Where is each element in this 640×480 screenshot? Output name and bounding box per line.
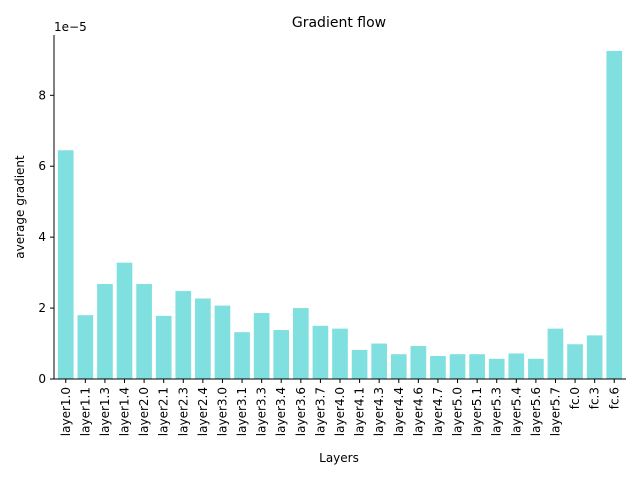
bar-layer3.0 (214, 305, 231, 379)
x-ticks-group: layer1.0 layer1.1 layer1.3 layer1.4 layer2.0… (59, 379, 621, 436)
x-tick-label: layer5.0 (451, 387, 465, 436)
y-axis-label: average gradient (13, 155, 27, 259)
y-ticks-group: 0 2 4 6 8 (38, 88, 54, 386)
bar-layer3.1 (234, 332, 250, 379)
bar-layer3.4 (273, 330, 290, 379)
bar-layer5.0 (449, 354, 466, 379)
x-tick-label: layer4.4 (392, 387, 406, 436)
x-tick-label: layer1.4 (118, 387, 132, 436)
x-tick-label: layer3.6 (294, 387, 308, 436)
bar-layer2.3 (175, 291, 192, 379)
x-tick-label: layer4.7 (431, 387, 445, 436)
x-tick-label: layer4.0 (333, 387, 347, 436)
bar-layer1.0 (57, 150, 74, 379)
x-tick-label: layer5.1 (470, 387, 484, 436)
y-tick-label: 2 (38, 301, 46, 315)
bar-fc.0 (567, 344, 583, 379)
x-tick-label: layer3.3 (255, 387, 269, 436)
bar-layer2.1 (155, 315, 172, 379)
x-tick-label: fc.6 (607, 387, 621, 409)
bar-layer4.7 (430, 355, 446, 379)
bar-layer5.4 (508, 353, 525, 379)
y-offset-label: 1e−5 (54, 20, 87, 34)
bars-group (57, 50, 623, 380)
y-tick-label: 0 (38, 372, 46, 386)
bar-fc.6 (606, 50, 623, 380)
bar-layer1.3 (97, 283, 113, 379)
y-tick-label: 4 (38, 230, 46, 244)
bar-layer3.6 (292, 308, 309, 379)
x-tick-label: layer5.6 (529, 387, 543, 436)
bar-layer1.4 (116, 262, 133, 379)
x-tick-label: fc.3 (588, 387, 602, 409)
bar-layer3.7 (312, 325, 329, 379)
bar-layer2.4 (195, 298, 211, 379)
bar-layer5.1 (469, 354, 485, 379)
x-tick-label: layer2.4 (196, 387, 210, 436)
bar-layer3.3 (253, 313, 270, 379)
x-tick-label: layer2.0 (137, 387, 151, 436)
bar-layer5.3 (488, 358, 505, 379)
x-tick-label: layer4.1 (353, 387, 367, 436)
x-tick-label: layer4.3 (372, 387, 386, 436)
x-tick-label: layer3.0 (215, 387, 229, 436)
chart-title: Gradient flow (292, 15, 386, 31)
bar-layer4.4 (390, 354, 407, 379)
x-tick-label: layer3.1 (235, 387, 249, 436)
bar-layer5.6 (528, 358, 544, 379)
y-tick-label: 6 (38, 159, 46, 173)
x-tick-label: layer5.4 (509, 387, 523, 436)
bar-layer2.0 (136, 283, 152, 379)
bar-layer5.7 (547, 328, 564, 379)
x-tick-label: layer1.1 (78, 387, 92, 436)
bar-layer4.3 (371, 343, 388, 379)
bar-fc.3 (586, 335, 603, 379)
x-tick-label: fc.0 (568, 387, 582, 409)
bar-layer4.0 (332, 328, 348, 379)
x-tick-label: layer1.3 (98, 387, 112, 436)
x-tick-label: layer5.3 (490, 387, 504, 436)
x-tick-label: layer4.6 (411, 387, 425, 436)
x-tick-label: layer5.7 (548, 387, 562, 436)
x-tick-label: layer2.3 (176, 387, 190, 436)
x-tick-label: layer3.4 (274, 387, 288, 436)
x-tick-label: layer3.7 (313, 387, 327, 436)
bar-layer4.1 (351, 349, 368, 379)
x-tick-label: layer1.0 (59, 387, 73, 436)
bar-layer1.1 (77, 315, 94, 379)
y-tick-label: 8 (38, 88, 46, 102)
x-axis-label: Layers (319, 451, 359, 465)
bar-layer4.6 (410, 346, 427, 379)
x-tick-label: layer2.1 (157, 387, 171, 436)
